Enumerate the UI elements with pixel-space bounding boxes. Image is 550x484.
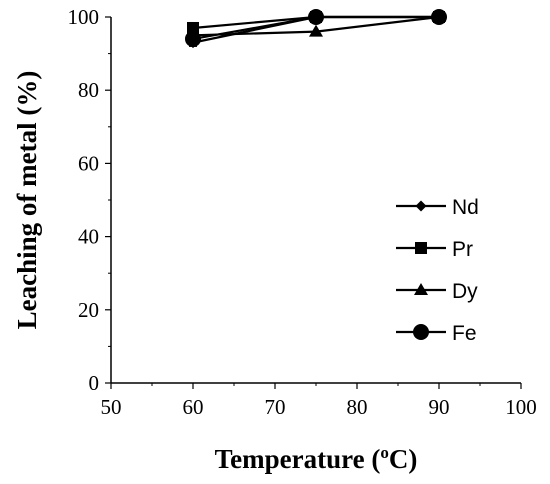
y-tick-label: 100	[68, 5, 100, 29]
legend-marker	[414, 283, 428, 295]
legend-marker	[415, 242, 427, 254]
legend-label: Nd	[452, 196, 479, 219]
legend-label: Fe	[452, 322, 477, 345]
data-point-dy	[309, 24, 323, 37]
x-tick-label: 90	[429, 395, 450, 419]
series-layer	[185, 9, 447, 49]
legend-label: Dy	[452, 280, 478, 303]
x-tick-label: 50	[101, 395, 122, 419]
y-axis-title: Leaching of metal (%)	[12, 71, 42, 330]
y-tick-label: 0	[89, 371, 100, 395]
legend-marker	[415, 200, 427, 212]
y-tick-label: 20	[78, 298, 99, 322]
data-point-pr	[187, 21, 199, 34]
x-tick-label: 70	[265, 395, 286, 419]
x-axis-title-main: Temperature (	[215, 444, 381, 474]
axes: 0 20 40 60 80 100 50 60 70 80 90 100	[68, 5, 537, 419]
y-tick-label: 40	[78, 225, 99, 249]
legend-item-nd: Nd	[396, 196, 479, 219]
x-tick-label: 80	[347, 395, 368, 419]
x-tick-label: 100	[505, 395, 537, 419]
x-axis-title-sup: o	[380, 443, 389, 462]
legend-marker	[413, 324, 429, 340]
x-tick-label: 60	[183, 395, 204, 419]
legend-item-pr: Pr	[396, 238, 473, 261]
data-point-fe	[308, 9, 324, 25]
x-axis-title-unit: C)	[389, 444, 418, 474]
legend-item-fe: Fe	[396, 322, 477, 345]
legend-item-dy: Dy	[396, 280, 478, 303]
legend-label: Pr	[452, 238, 473, 261]
series-fe	[185, 9, 447, 47]
y-tick-label: 60	[78, 151, 99, 175]
legend: Nd Pr Dy Fe	[396, 196, 479, 345]
x-axis-title: Temperature (oC)	[215, 443, 418, 474]
y-tick-label: 80	[78, 78, 99, 102]
data-point-fe	[431, 9, 447, 25]
